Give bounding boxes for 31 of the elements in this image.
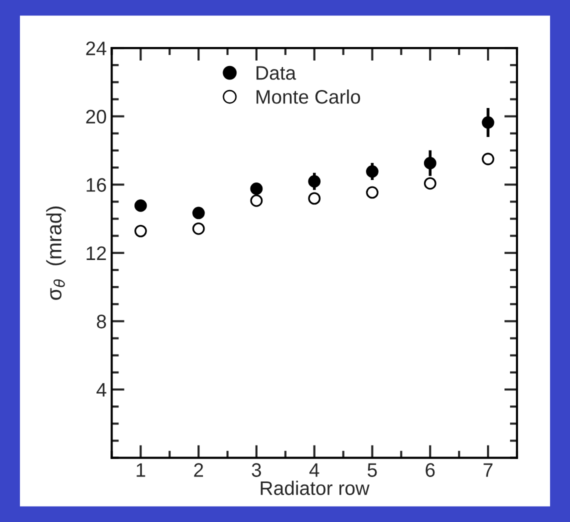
point [250,194,263,207]
y-tick-label: 4 [96,383,106,397]
point [250,182,263,195]
x-tick-label: 7 [484,463,492,477]
x-axis-title: Radiator row [260,480,370,496]
x-tick-label: 5 [368,463,377,477]
point [482,116,494,129]
x-tick-label: 6 [426,463,435,477]
x-tick-label: 4 [309,463,320,477]
y-tick-label: 12 [86,246,106,260]
point [482,152,494,166]
y-tick-label: 8 [96,314,106,328]
point [192,206,205,220]
x-tick-label: 2 [194,463,203,477]
x-tick-label: 3 [252,463,262,477]
y-tick-label: 24 [86,41,106,56]
point [366,186,378,199]
point [424,156,436,170]
y-tick-label: 16 [86,178,106,192]
point [308,192,321,205]
x-tick-label: 1 [136,463,146,477]
legend-label: Data [256,66,296,80]
point [308,175,321,188]
y-axis-title: σ$_{θ}$ (mrad) [46,206,66,300]
legend-label: Monte Carlo [256,89,360,104]
point [424,177,436,190]
point [366,165,378,178]
y-tick-label: 20 [86,110,106,124]
point [134,199,147,212]
point [192,222,205,235]
point [134,224,147,238]
